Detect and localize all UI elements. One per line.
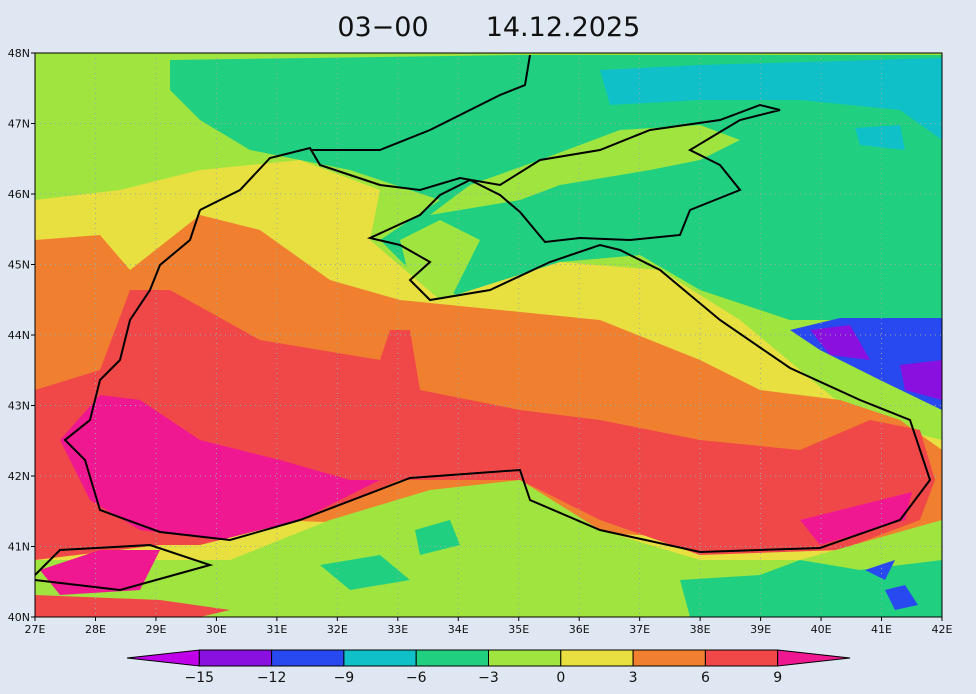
colorbar-box: [271, 649, 345, 667]
lat-label: 40N: [8, 611, 30, 624]
colorbar-label: 3: [629, 670, 638, 686]
lon-label: 40E: [811, 623, 832, 636]
lon-label: 27E: [25, 623, 46, 636]
lat-label: 41N: [8, 541, 30, 554]
colorbar-arrow: [126, 649, 200, 667]
lon-label: 35E: [508, 623, 529, 636]
lon-label: 28E: [85, 623, 106, 636]
title-date: 14.12.2025: [486, 12, 641, 43]
colorbar-label: 6: [701, 670, 710, 686]
lon-label: 37E: [629, 623, 650, 636]
lon-label: 31E: [266, 623, 287, 636]
title-time: 03−00: [337, 12, 428, 43]
lat-label: 48N: [8, 47, 30, 60]
colorbar-box: [343, 649, 417, 667]
colorbar-label: −12: [257, 670, 287, 686]
lon-label: 34E: [448, 623, 469, 636]
lon-label: 38E: [690, 623, 711, 636]
colorbar-arrow: [777, 649, 851, 667]
colorbar-label: −15: [185, 670, 215, 686]
colorbar-label: −3: [478, 670, 499, 686]
colorbar-label: −9: [334, 670, 355, 686]
lat-label: 43N: [8, 400, 30, 413]
colorbar-box: [198, 649, 273, 667]
lat-label: 42N: [8, 470, 30, 483]
colorbar-box: [415, 649, 490, 667]
temperature-field: [35, 53, 942, 617]
lat-label: 47N: [8, 118, 30, 131]
colorbar-label: 0: [556, 670, 565, 686]
colorbar-box: [560, 649, 634, 667]
axis-labels: 40N 41N 42N 43N 44N 45N 46N 47N 48N 27E 28E 29E 30E 3…: [8, 47, 953, 636]
lon-label: 29E: [145, 623, 166, 636]
lon-label: 32E: [327, 623, 348, 636]
colorbar-label: 9: [773, 670, 782, 686]
lon-label: 41E: [871, 623, 892, 636]
colorbar-box: [488, 649, 562, 667]
lat-label: 44N: [8, 329, 30, 342]
colorbar-box: [704, 649, 779, 667]
lon-label: 42E: [932, 623, 953, 636]
colorbar: −15 −12 −9 −6 −3 0 3 6 9: [126, 649, 851, 686]
colorbar-label: −6: [406, 670, 427, 686]
lon-label: 36E: [569, 623, 590, 636]
colorbar-box: [632, 649, 706, 667]
lat-label: 45N: [8, 259, 30, 272]
lon-label: 30E: [206, 623, 227, 636]
lat-label: 46N: [8, 188, 30, 201]
coastline: [34, 54, 932, 592]
grid: [35, 53, 942, 617]
lon-label: 33E: [387, 623, 408, 636]
lon-label: 39E: [750, 623, 771, 636]
